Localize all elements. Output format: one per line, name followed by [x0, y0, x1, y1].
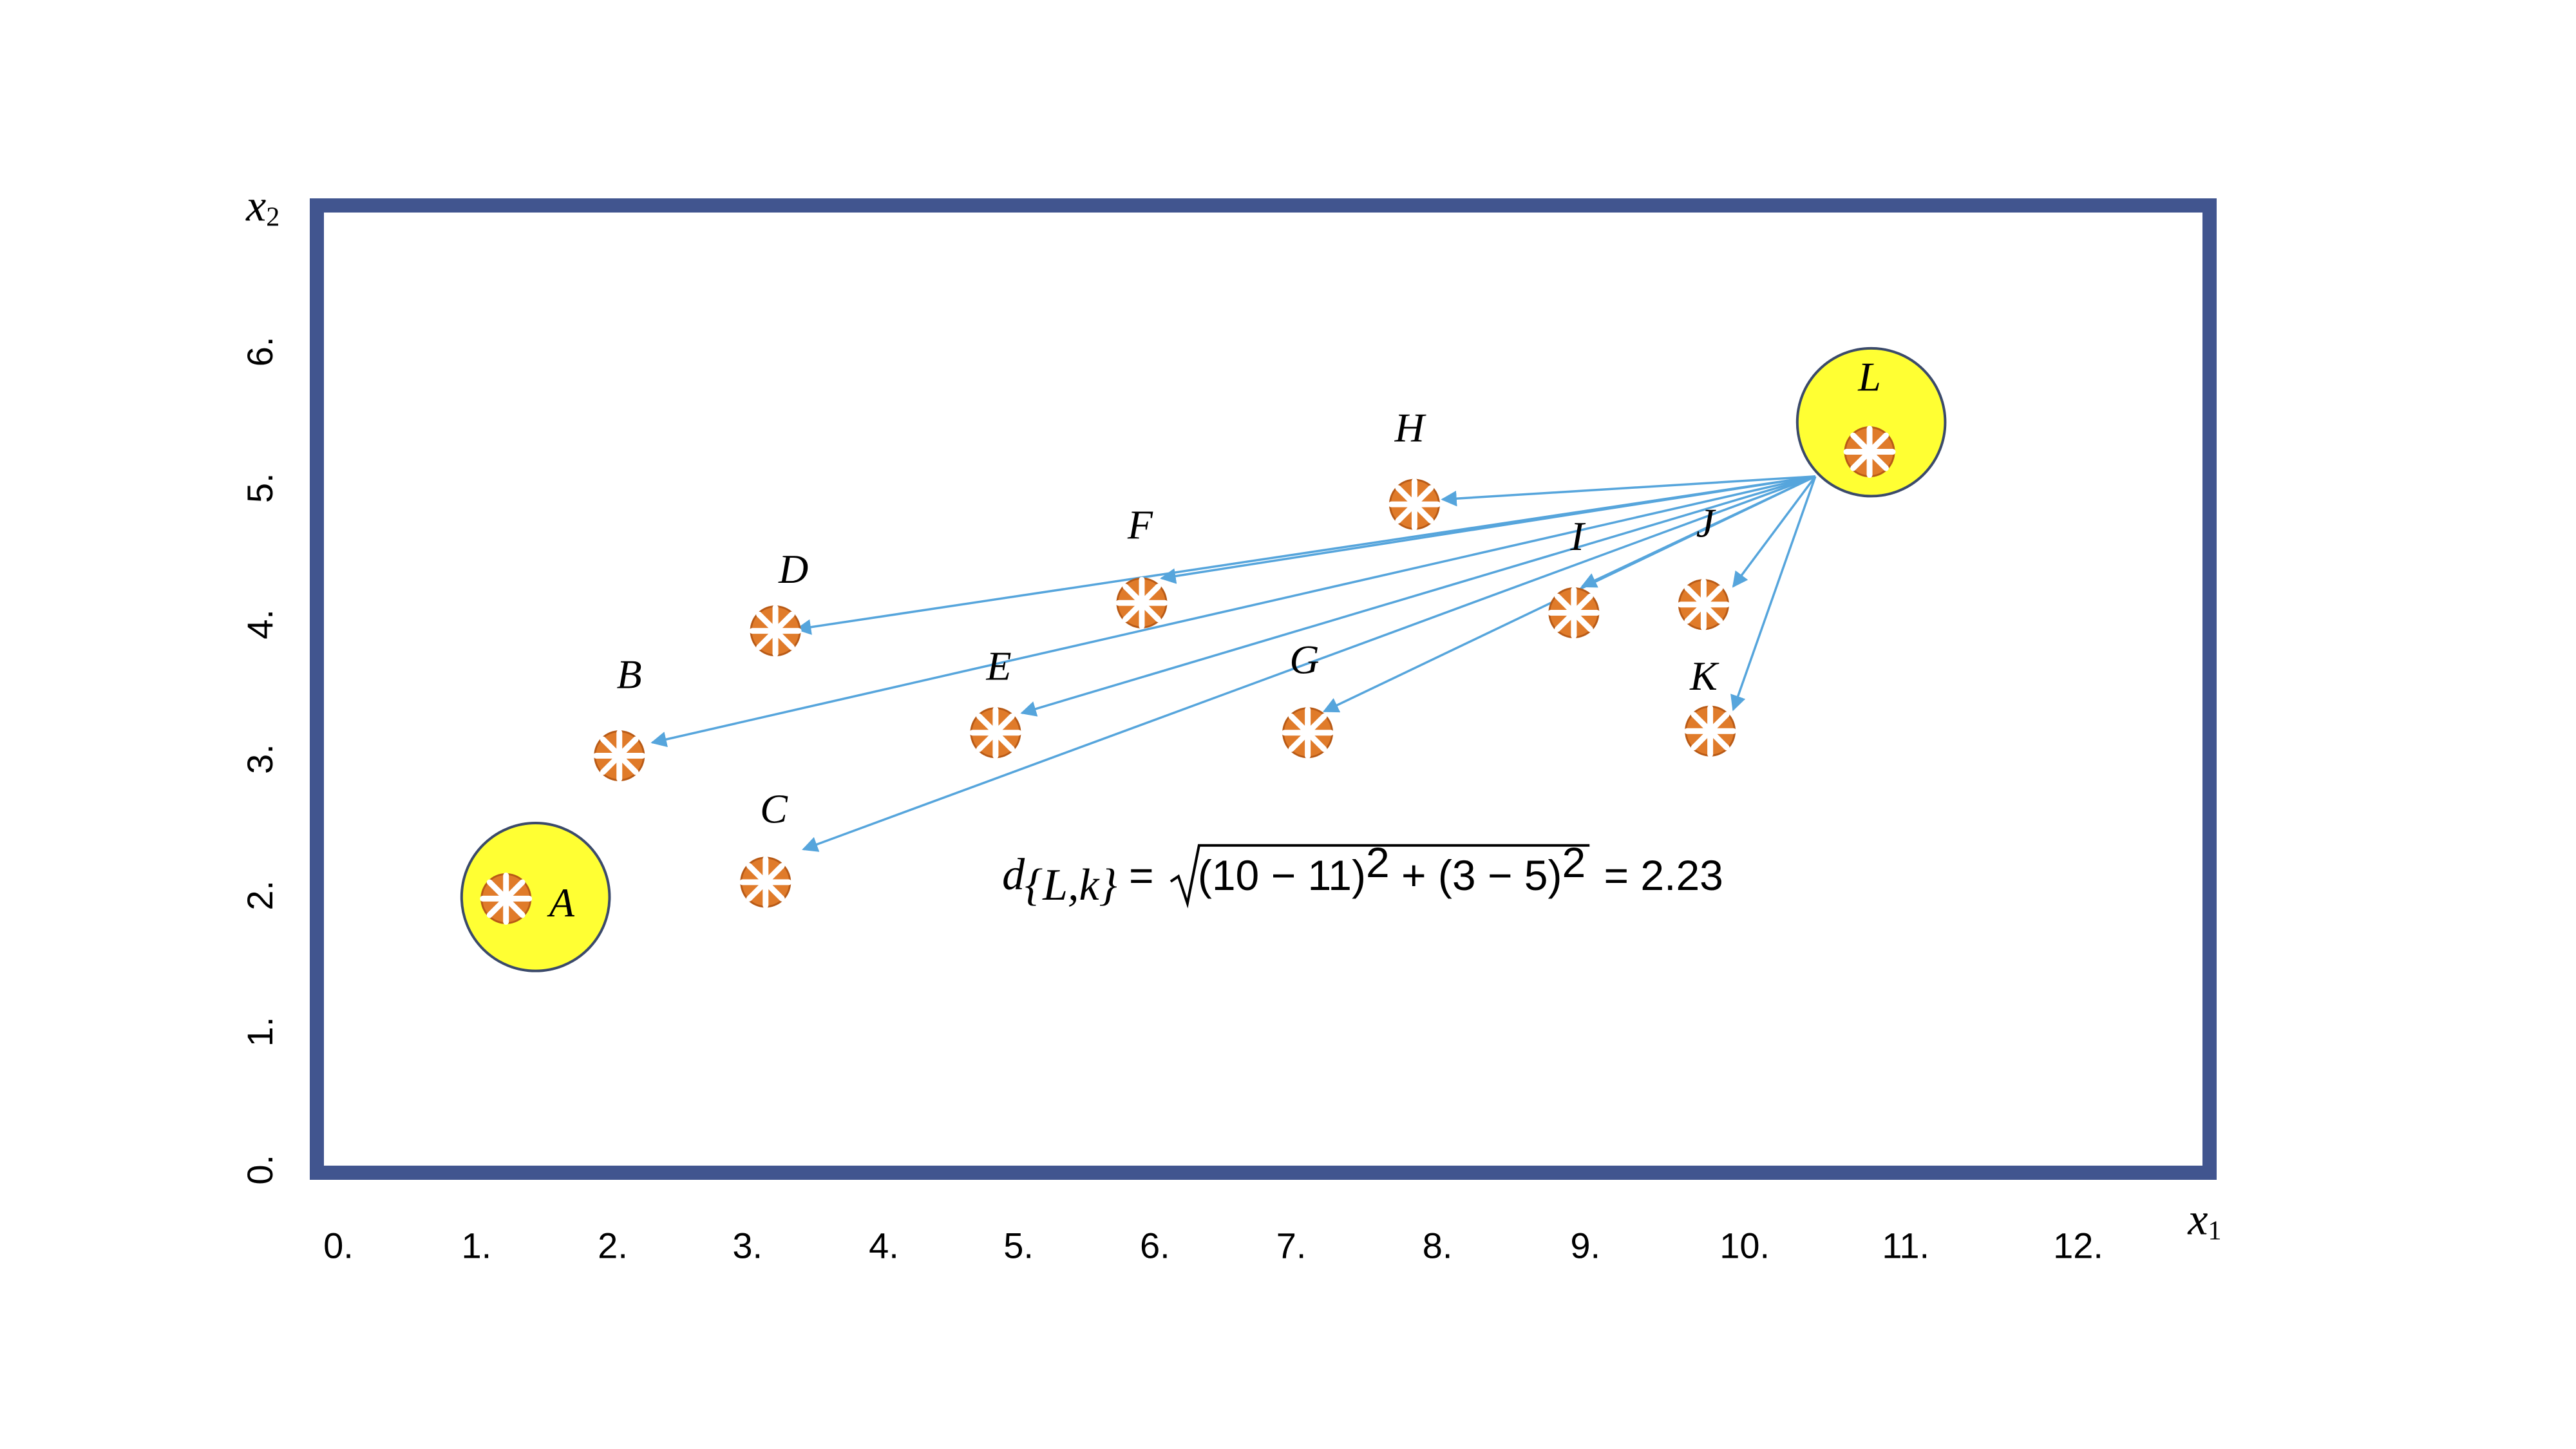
point-label: C	[760, 786, 788, 831]
point-spoke	[1305, 713, 1327, 736]
point-label: H	[1394, 405, 1427, 451]
formula-part: {L,k}	[1025, 860, 1117, 910]
data-point	[739, 856, 792, 909]
x-tick-label: 0.	[323, 1226, 354, 1266]
formula-part: − 11)	[1259, 851, 1366, 899]
radical-sign	[1170, 844, 1590, 909]
point-spoke	[616, 736, 639, 759]
point-spoke	[1707, 712, 1730, 734]
point-spoke	[1700, 585, 1723, 608]
x-axis-label-var: x	[2187, 1195, 2208, 1245]
point-notch	[761, 878, 770, 886]
distance-arrow	[1580, 475, 1816, 588]
y-tick-label: 3.	[240, 744, 280, 774]
x-tick-label: 10.	[1719, 1226, 1770, 1266]
x-tick-label: 6.	[1140, 1226, 1170, 1266]
formula-part: d	[1002, 850, 1025, 900]
x-axis-label-sub: 1	[2208, 1216, 2222, 1245]
y-tick-label: 2.	[240, 880, 280, 911]
point-label: J	[1696, 500, 1716, 546]
data-point	[1684, 705, 1737, 757]
formula-part: 10	[1212, 851, 1259, 899]
frame	[310, 198, 2217, 1180]
point-spoke	[762, 862, 785, 886]
point-label: K	[1689, 653, 1719, 699]
y-tick-label: 4.	[240, 609, 280, 639]
y-axis-label-var: x	[245, 182, 266, 231]
point-notch	[1137, 599, 1146, 607]
data-point	[969, 706, 1022, 759]
point-notch	[615, 752, 623, 760]
highlight-circle	[460, 822, 611, 972]
x-tick-label: 4.	[869, 1226, 899, 1266]
formula-part: =	[1117, 851, 1166, 899]
data-point	[1677, 578, 1730, 631]
distance-arrow	[1441, 475, 1815, 507]
point-spoke	[772, 611, 795, 634]
point-spoke	[1866, 432, 1889, 455]
x-tick-label: 3.	[732, 1226, 762, 1266]
point-notch	[1706, 727, 1714, 735]
x-tick-label: 8.	[1423, 1226, 1453, 1266]
x-tick-label: 12.	[2053, 1226, 2103, 1266]
point-spoke	[1411, 485, 1434, 507]
formula-part: 3	[1452, 851, 1476, 899]
distance-arrow	[650, 475, 1816, 748]
y-tick-label: 6.	[240, 337, 280, 367]
point-label: A	[547, 880, 575, 925]
point-label: F	[1127, 502, 1153, 547]
x-tick-label: 1.	[461, 1226, 491, 1266]
point-label: D	[778, 546, 808, 592]
highlight-circle	[1795, 346, 1947, 498]
data-point	[749, 605, 802, 658]
y-tick-label: 1.	[240, 1017, 280, 1047]
y-axis-label: x2	[245, 182, 279, 232]
data-point	[1388, 478, 1441, 531]
x-tick-label: 5.	[1003, 1226, 1034, 1266]
data-point	[1282, 706, 1334, 759]
point-label: I	[1569, 513, 1586, 559]
y-tick-label: 5.	[240, 473, 280, 503]
formula-part: = 2.23	[1592, 851, 1723, 899]
formula-part: − 5)	[1476, 851, 1562, 899]
y-axis-label-sub: 2	[266, 202, 279, 232]
point-notch	[1569, 609, 1578, 617]
point-notch	[772, 627, 780, 635]
point-spoke	[503, 879, 526, 902]
x-tick-label: 7.	[1276, 1226, 1307, 1266]
point-notch	[1866, 448, 1874, 456]
y-tick-label: 0.	[240, 1155, 280, 1185]
data-point	[1843, 426, 1896, 478]
point-notch	[1303, 728, 1312, 737]
point-spoke	[992, 713, 1015, 736]
point-notch	[502, 895, 510, 903]
x-axis-label: x1	[2187, 1195, 2221, 1246]
point-spoke	[1139, 583, 1161, 606]
point-label: E	[985, 643, 1011, 689]
point-label: B	[616, 651, 641, 697]
formula-part: + (	[1390, 851, 1452, 899]
point-spoke	[1571, 593, 1593, 616]
x-tick-label: 11.	[1882, 1226, 1929, 1266]
x-tick-label: 2.	[598, 1226, 628, 1266]
x-tick-label: 9.	[1570, 1226, 1600, 1266]
point-notch	[991, 728, 999, 737]
distance-arrow	[1730, 476, 1817, 712]
data-point	[593, 729, 646, 782]
point-label: G	[1289, 636, 1319, 682]
data-point	[1548, 587, 1600, 639]
distance-arrow	[1732, 475, 1817, 588]
formula-part: (	[1198, 851, 1212, 899]
data-point	[1115, 576, 1168, 629]
distance-arrow	[795, 475, 1816, 635]
point-label: L	[1857, 354, 1881, 400]
point-notch	[1410, 500, 1419, 509]
distance-arrow	[802, 475, 1816, 852]
point-notch	[1700, 600, 1708, 609]
distance-arrow	[1020, 475, 1816, 717]
data-point	[480, 872, 533, 925]
